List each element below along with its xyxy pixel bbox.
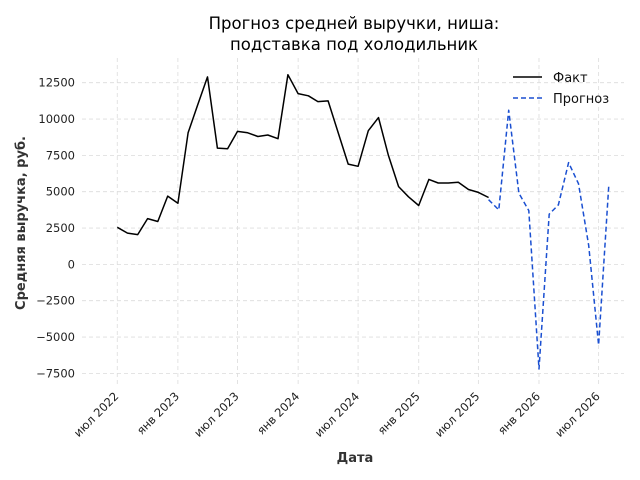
y-tick-labels: −7500 −5000 −2500 0 2500 5000 7500 10000 12500 <box>36 76 75 381</box>
legend-label-fact: Факт <box>553 71 588 86</box>
x-tick-label: июл 2023 <box>191 389 242 440</box>
grid-lines <box>82 58 624 385</box>
y-axis-label: Средняя выручка, руб. <box>14 136 29 310</box>
legend-label-forecast: Прогноз <box>553 92 609 107</box>
chart-title-line-1: Прогноз средней выручки, ниша: <box>209 14 500 33</box>
x-tick-label: янв 2024 <box>254 389 302 437</box>
y-tick-label: 5000 <box>46 185 75 199</box>
x-tick-label: июл 2026 <box>552 389 603 440</box>
y-tick-label: 0 <box>68 257 75 271</box>
legend: Факт Прогноз <box>513 71 609 107</box>
x-tick-label: июл 2025 <box>432 389 483 440</box>
y-tick-label: 7500 <box>46 148 75 162</box>
x-tick-labels: июл 2022 янв 2023 июл 2023 янв 2024 июл 2024… <box>71 389 603 440</box>
y-tick-label: −7500 <box>36 366 75 380</box>
series-line-fact <box>116 73 489 236</box>
x-tick-label: июл 2024 <box>312 389 363 440</box>
x-tick-label: янв 2026 <box>495 389 543 437</box>
y-tick-label: 10000 <box>38 112 75 126</box>
y-tick-label: 2500 <box>46 221 75 235</box>
x-axis-label: Дата <box>337 451 374 466</box>
x-tick-label: янв 2023 <box>134 389 182 437</box>
chart-title-line-2: подставка под холодильник <box>230 35 478 54</box>
y-tick-label: −5000 <box>36 330 75 344</box>
y-tick-label: 12500 <box>38 76 75 90</box>
x-tick-label: июл 2022 <box>71 389 122 440</box>
y-tick-label: −2500 <box>36 294 75 308</box>
series-line-forecast <box>488 109 610 370</box>
series-lines <box>116 73 610 370</box>
x-tick-label: янв 2025 <box>375 389 423 437</box>
